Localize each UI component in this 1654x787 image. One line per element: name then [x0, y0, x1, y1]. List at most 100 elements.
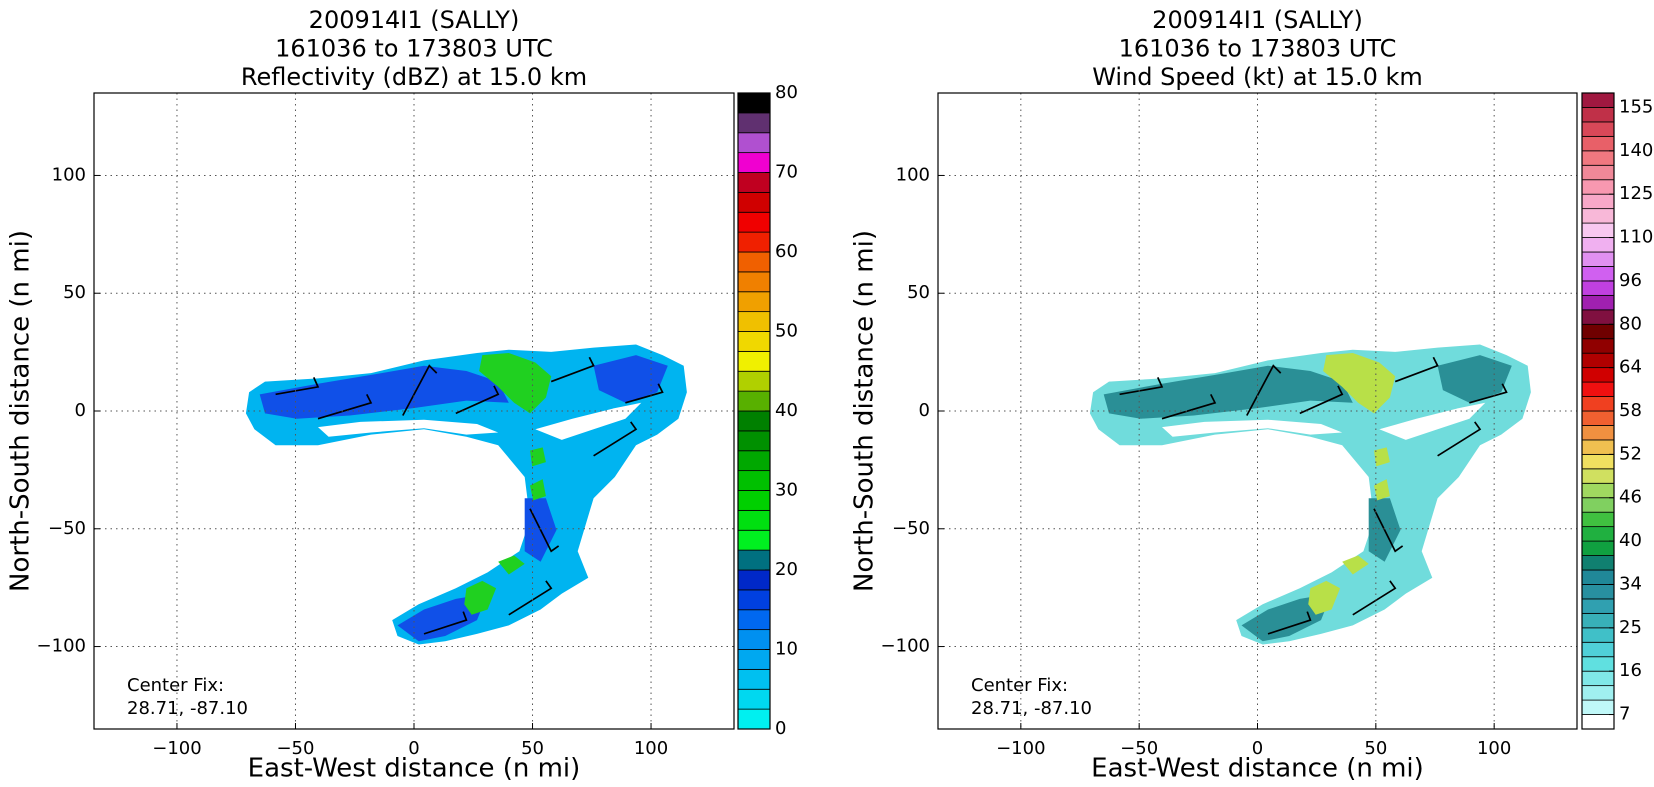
- colorbar-tick-label: 64: [1619, 357, 1642, 378]
- colorbar-bin: [1581, 179, 1615, 195]
- colorbar-bin: [1581, 92, 1615, 108]
- colorbar-bin: [737, 211, 771, 233]
- colorbar-bin: [737, 629, 771, 650]
- colorbar-bin: [737, 609, 771, 631]
- colorbar-bin: [1581, 193, 1615, 210]
- colorbar-tick-label: 16: [1619, 660, 1642, 681]
- colorbar-bin: [1581, 497, 1615, 513]
- annotation: 28.71, -87.10: [127, 698, 248, 719]
- colorbar-bin: [737, 649, 771, 670]
- colorbar-bin: [1581, 164, 1615, 181]
- colorbar-bin: [737, 92, 771, 114]
- y-axis-label: North-South distance (n mi): [850, 230, 880, 592]
- colorbar-bin: [737, 390, 771, 412]
- echo-field: [1089, 343, 1532, 646]
- colorbar-bin: [737, 191, 771, 213]
- colorbar-tick-label: 155: [1619, 96, 1653, 117]
- colorbar-bin: [737, 549, 771, 571]
- colorbar-bin: [1581, 396, 1615, 412]
- y-tick-label: −50: [48, 518, 86, 539]
- colorbar-tick-label: 25: [1619, 617, 1642, 638]
- chart-title: 161036 to 173803 UTC: [275, 35, 553, 63]
- colorbar-tick-label: 50: [775, 321, 798, 342]
- x-axis-label: East-West distance (n mi): [1091, 754, 1424, 784]
- colorbar-tick-label: 30: [775, 480, 798, 501]
- annotation: Center Fix:: [127, 675, 224, 696]
- colorbar-bin: [1581, 338, 1615, 354]
- colorbar-bin: [1581, 641, 1615, 658]
- colorbar-bin: [737, 350, 771, 372]
- x-tick-label: 50: [1364, 738, 1387, 759]
- y-tick-label: 100: [896, 164, 930, 185]
- colorbar-bin: [1581, 352, 1615, 369]
- colorbar-bin: [737, 470, 771, 491]
- colorbar-bin: [1581, 150, 1615, 166]
- chart-title: Wind Speed (kt) at 15.0 km: [1092, 63, 1423, 91]
- colorbar-bin: [1581, 468, 1615, 484]
- colorbar-bin: [1581, 280, 1615, 296]
- y-tick-label: 100: [52, 164, 86, 185]
- colorbar-bin: [737, 231, 771, 253]
- chart-title: Reflectivity (dBZ) at 15.0 km: [241, 63, 587, 91]
- annotation: Center Fix:: [971, 675, 1068, 696]
- colorbar-bin: [1581, 367, 1615, 383]
- x-tick-label: −50: [1120, 738, 1158, 759]
- colorbar-bin: [1581, 511, 1615, 528]
- colorbar-bin: [1581, 598, 1615, 614]
- colorbar-bin: [1581, 237, 1615, 253]
- colorbar-bin: [737, 251, 771, 273]
- colorbar-bin: [1581, 685, 1615, 701]
- annotation: 28.71, -87.10: [971, 698, 1092, 719]
- colorbar-tick-label: 34: [1619, 573, 1642, 594]
- colorbar-bin: [737, 331, 771, 352]
- colorbar-bin: [1581, 208, 1615, 224]
- colorbar-tick-label: 110: [1619, 227, 1653, 248]
- y-tick-label: −100: [881, 636, 930, 657]
- colorbar-bin: [1581, 135, 1615, 152]
- colorbar-bin: [737, 291, 771, 313]
- x-tick-label: −100: [152, 738, 201, 759]
- x-tick-label: 0: [1252, 738, 1263, 759]
- colorbar-bin: [1581, 699, 1615, 715]
- colorbar-bin: [1581, 526, 1615, 542]
- colorbar-bin: [737, 708, 771, 730]
- colorbar-bin: [737, 529, 771, 551]
- echo-field: [245, 343, 688, 646]
- colorbar-tick-label: 70: [775, 162, 798, 183]
- colorbar-bin: [1581, 439, 1615, 455]
- colorbar-bin: [737, 589, 771, 611]
- colorbar-bin: [1581, 555, 1615, 571]
- colorbar-tick-label: 58: [1619, 400, 1642, 421]
- colorbar-bin: [1581, 251, 1615, 267]
- colorbar-tick-label: 10: [775, 639, 798, 660]
- y-tick-label: −100: [37, 636, 86, 657]
- x-tick-label: 100: [634, 738, 668, 759]
- plot-frame: [93, 92, 735, 730]
- x-tick-label: 50: [521, 738, 544, 759]
- colorbar-bin: [1581, 453, 1615, 470]
- colorbar-bin: [737, 132, 771, 154]
- colorbar-bin: [1581, 627, 1615, 643]
- colorbar-bin: [1581, 425, 1615, 441]
- colorbar-bin: [1581, 107, 1615, 123]
- x-tick-label: −50: [276, 738, 314, 759]
- x-tick-label: 100: [1477, 738, 1511, 759]
- y-tick-label: −50: [892, 518, 930, 539]
- colorbar-bin: [1581, 612, 1615, 629]
- colorbar-tick-label: 40: [1619, 530, 1642, 551]
- colorbar-bin: [737, 509, 771, 531]
- colorbar-bin: [737, 370, 771, 392]
- y-tick-label: 0: [75, 400, 86, 421]
- x-axis-label: East-West distance (n mi): [248, 754, 581, 784]
- colorbar-bin: [737, 172, 771, 193]
- colorbar-bin: [737, 112, 771, 134]
- colorbar-bin: [1581, 656, 1615, 672]
- colorbar-bin: [1581, 266, 1615, 282]
- colorbar-tick-label: 80: [775, 82, 798, 103]
- colorbar-bin: [737, 271, 771, 293]
- x-tick-label: −100: [996, 738, 1045, 759]
- colorbar-tick-label: 140: [1619, 140, 1653, 161]
- chart-title: 161036 to 173803 UTC: [1119, 35, 1397, 63]
- colorbar-bin: [737, 311, 771, 332]
